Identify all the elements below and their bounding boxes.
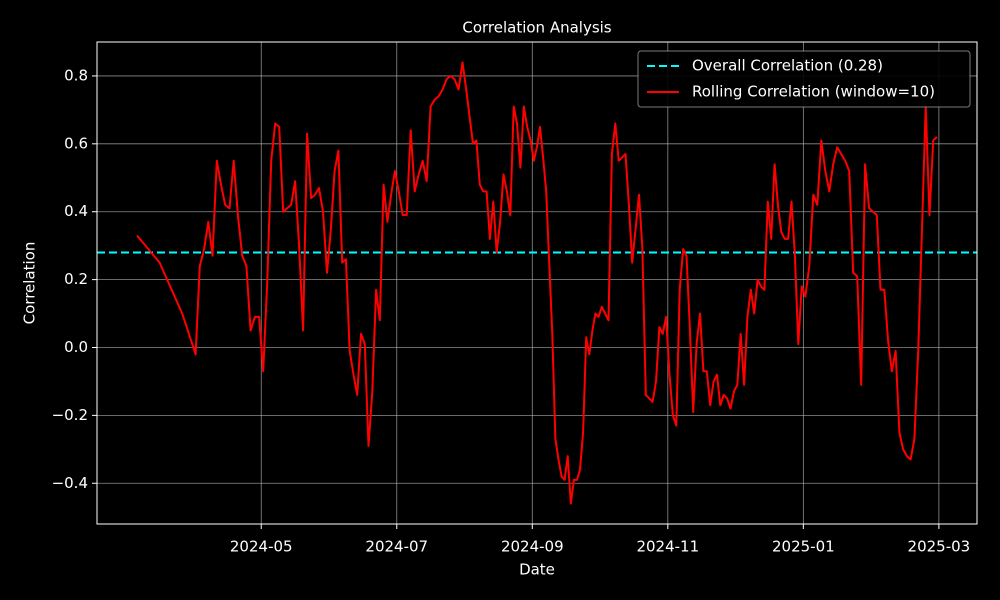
y-tick-label: 0.4 — [64, 202, 88, 220]
y-tick-label: −0.2 — [52, 406, 88, 424]
plot-frame — [96, 41, 978, 525]
data-line — [136, 61, 938, 505]
x-axis-label: Date — [519, 561, 555, 579]
y-tick-label: 0.0 — [64, 338, 88, 356]
y-tick-label: 0.6 — [64, 134, 88, 152]
legend: Overall Correlation (0.28) Rolling Correl… — [637, 50, 971, 108]
y-tick-label: −0.4 — [52, 474, 88, 492]
legend-box — [637, 50, 971, 108]
x-tick-label: 2024-11 — [636, 538, 699, 556]
x-tick-label: 2025-01 — [772, 538, 835, 556]
y-axis-label: Correlation — [21, 242, 39, 325]
legend-label: Rolling Correlation (window=10) — [692, 83, 935, 101]
x-tick-label: 2025-03 — [908, 538, 971, 556]
chart-title: Correlation Analysis — [462, 19, 611, 37]
y-tick-label: 0.8 — [64, 66, 88, 84]
x-tick-label: 2024-07 — [365, 538, 428, 556]
x-tick-label: 2024-09 — [501, 538, 564, 556]
y-tick-label: 0.2 — [64, 270, 88, 288]
legend-label: Overall Correlation (0.28) — [692, 57, 883, 75]
x-tick-label: 2024-05 — [230, 538, 293, 556]
